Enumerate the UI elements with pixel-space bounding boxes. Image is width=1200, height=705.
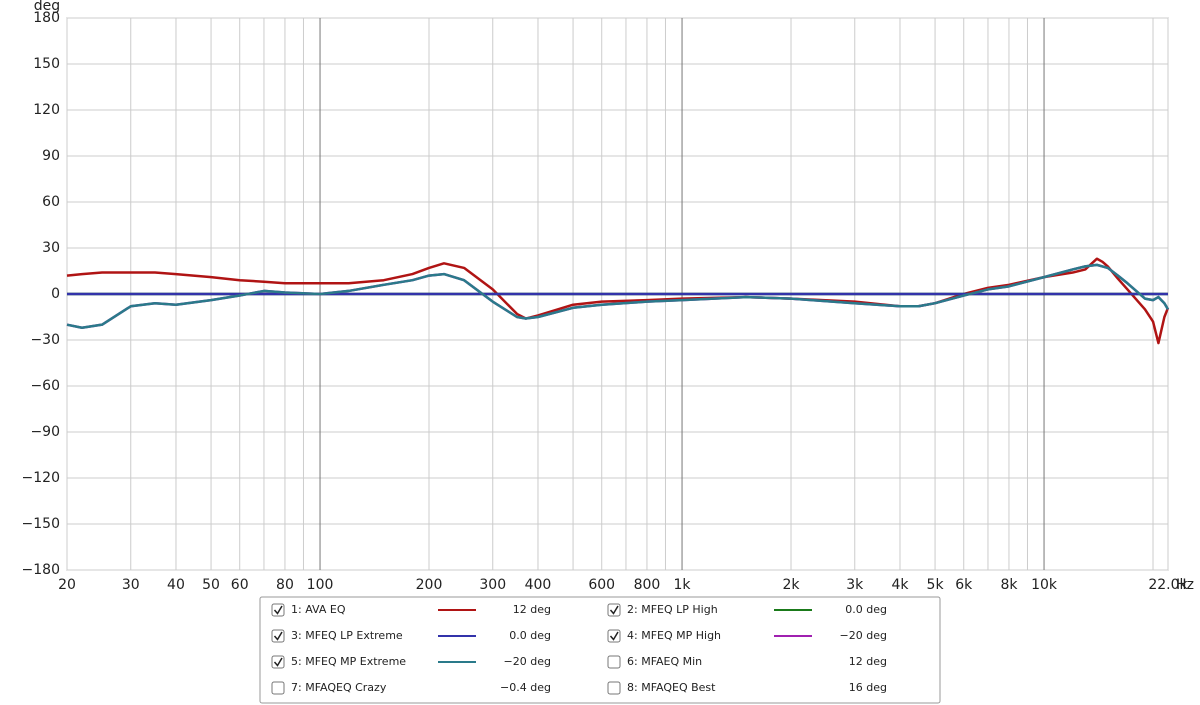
x-tick-label: 600 xyxy=(588,577,615,593)
legend-value: −20 deg xyxy=(840,629,887,642)
legend-check xyxy=(609,631,619,641)
x-tick-label: 100 xyxy=(307,577,334,593)
y-tick-label: −60 xyxy=(30,378,60,394)
legend-value: −20 deg xyxy=(504,655,551,668)
x-tick-label: 4k xyxy=(891,577,909,593)
legend-checkbox[interactable] xyxy=(271,655,285,669)
y-tick-label: −120 xyxy=(22,470,60,486)
legend-label: 7: MFAQEQ Crazy xyxy=(291,681,387,694)
y-tick-label: 180 xyxy=(33,10,60,26)
legend-label: 5: MFEQ MP Extreme xyxy=(291,655,406,668)
legend-value: 16 deg xyxy=(849,681,887,694)
y-tick-label: 90 xyxy=(42,148,60,164)
y-tick-label: −30 xyxy=(30,332,60,348)
legend-check xyxy=(273,657,283,667)
y-tick-label: 0 xyxy=(51,286,60,302)
x-tick-label: 200 xyxy=(416,577,443,593)
legend-checkbox[interactable] xyxy=(271,603,285,617)
legend-label: 8: MFAQEQ Best xyxy=(627,681,716,694)
y-tick-label: 60 xyxy=(42,194,60,210)
x-tick-label: 40 xyxy=(167,577,185,593)
x-tick-label: 80 xyxy=(276,577,294,593)
legend-label: 1: AVA EQ xyxy=(291,603,346,616)
legend xyxy=(259,596,941,704)
series-line xyxy=(66,263,1170,329)
y-tick-label: 150 xyxy=(33,56,60,72)
y-tick-label: −90 xyxy=(30,424,60,440)
legend-check xyxy=(273,605,283,615)
legend-label: 4: MFEQ MP High xyxy=(627,629,721,642)
x-tick-label: 300 xyxy=(479,577,506,593)
x-tick-label: 800 xyxy=(634,577,661,593)
y-tick-label: −180 xyxy=(22,562,60,578)
legend-check xyxy=(273,631,283,641)
legend-checkbox[interactable] xyxy=(607,681,621,695)
legend-checkbox[interactable] xyxy=(271,629,285,643)
x-tick-label: 20 xyxy=(58,577,76,593)
legend-value: −0.4 deg xyxy=(500,681,551,694)
x-tick-label: 5k xyxy=(927,577,945,593)
legend-value: 12 deg xyxy=(513,603,551,616)
x-tick-label: 60 xyxy=(231,577,249,593)
x-tick-label: 1k xyxy=(674,577,692,593)
x-tick-label: 6k xyxy=(955,577,973,593)
y-unit: deg xyxy=(34,0,60,14)
legend-checkbox[interactable] xyxy=(607,655,621,669)
y-tick-label: 30 xyxy=(42,240,60,256)
legend-value: 0.0 deg xyxy=(845,603,887,616)
legend-checkbox[interactable] xyxy=(271,681,285,695)
x-tick-label: 22.0k xyxy=(1148,577,1188,593)
legend-label: 6: MFAEQ Min xyxy=(627,655,702,668)
legend-value: 12 deg xyxy=(849,655,887,668)
x-tick-label: 8k xyxy=(1000,577,1018,593)
legend-checkbox[interactable] xyxy=(607,629,621,643)
legend-value: 0.0 deg xyxy=(509,629,551,642)
x-tick-label: 10k xyxy=(1031,577,1058,593)
y-tick-label: 120 xyxy=(33,102,60,118)
x-tick-label: 400 xyxy=(525,577,552,593)
legend-label: 2: MFEQ LP High xyxy=(627,603,718,616)
y-tick-label: −150 xyxy=(22,516,60,532)
x-tick-label: 3k xyxy=(846,577,864,593)
x-tick-label: 30 xyxy=(122,577,140,593)
series-line xyxy=(66,257,1170,345)
legend-label: 3: MFEQ LP Extreme xyxy=(291,629,403,642)
legend-checkbox[interactable] xyxy=(607,603,621,617)
legend-check xyxy=(609,605,619,615)
x-unit: Hz xyxy=(1176,577,1194,593)
x-tick-label: 50 xyxy=(202,577,220,593)
x-tick-label: 2k xyxy=(783,577,801,593)
